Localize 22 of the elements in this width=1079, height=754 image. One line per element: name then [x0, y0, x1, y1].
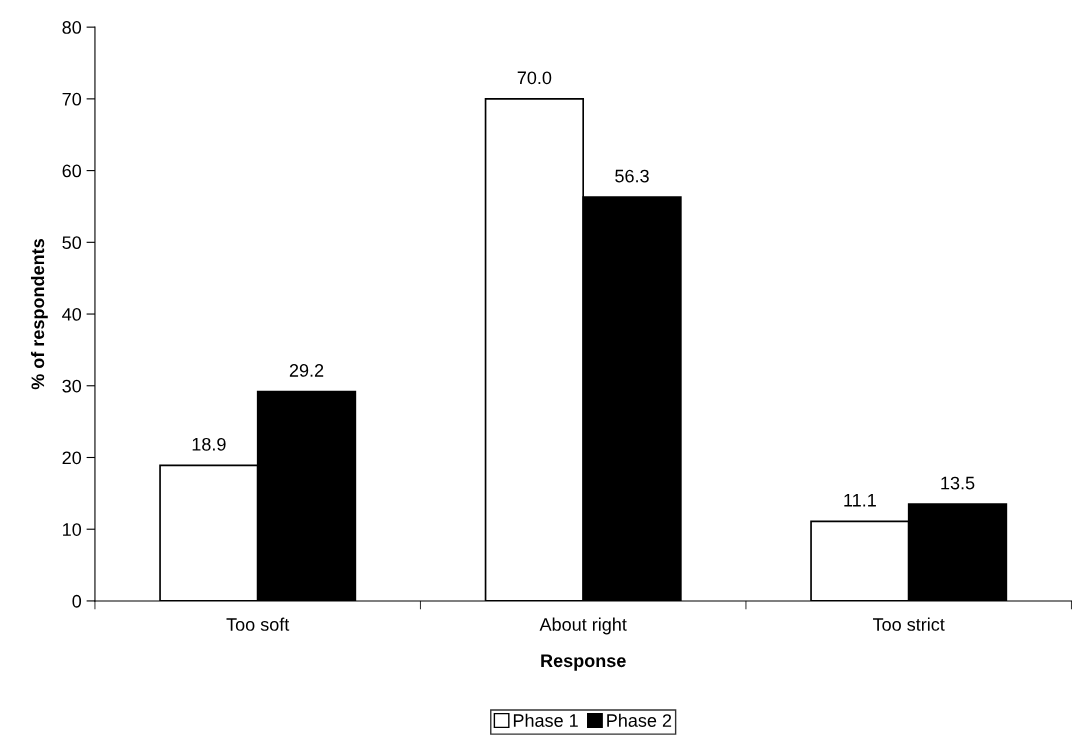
- y-tick-label: 10: [63, 523, 82, 536]
- data-label: 29.2: [289, 364, 324, 377]
- y-tick-label: 60: [62, 164, 82, 178]
- y-tick-label: 40: [62, 307, 82, 321]
- x-tick-label: About right: [539, 617, 627, 635]
- x-tick-label: Too soft: [226, 617, 290, 631]
- data-label: 11.1: [844, 494, 876, 507]
- x-tick-label: Too strict: [872, 617, 945, 631]
- legend-label: Phase 1: [513, 713, 578, 727]
- x-axis-title: Response: [541, 654, 626, 671]
- data-label: 13.5: [941, 476, 975, 490]
- y-tick-label: 80: [62, 21, 82, 34]
- y-tick-label: 70: [62, 92, 82, 106]
- data-label: 56.3: [615, 169, 649, 183]
- data-label: 70.0: [517, 71, 552, 85]
- y-tick-label: 30: [62, 379, 82, 393]
- y-tick-label: 20: [62, 451, 82, 465]
- y-tick-label: 0: [72, 594, 82, 608]
- y-axis-title: % of respondents: [30, 239, 48, 390]
- legend-label: Phase 2: [607, 713, 672, 727]
- data-label: 18.9: [192, 437, 226, 451]
- y-tick-label: 50: [62, 236, 82, 250]
